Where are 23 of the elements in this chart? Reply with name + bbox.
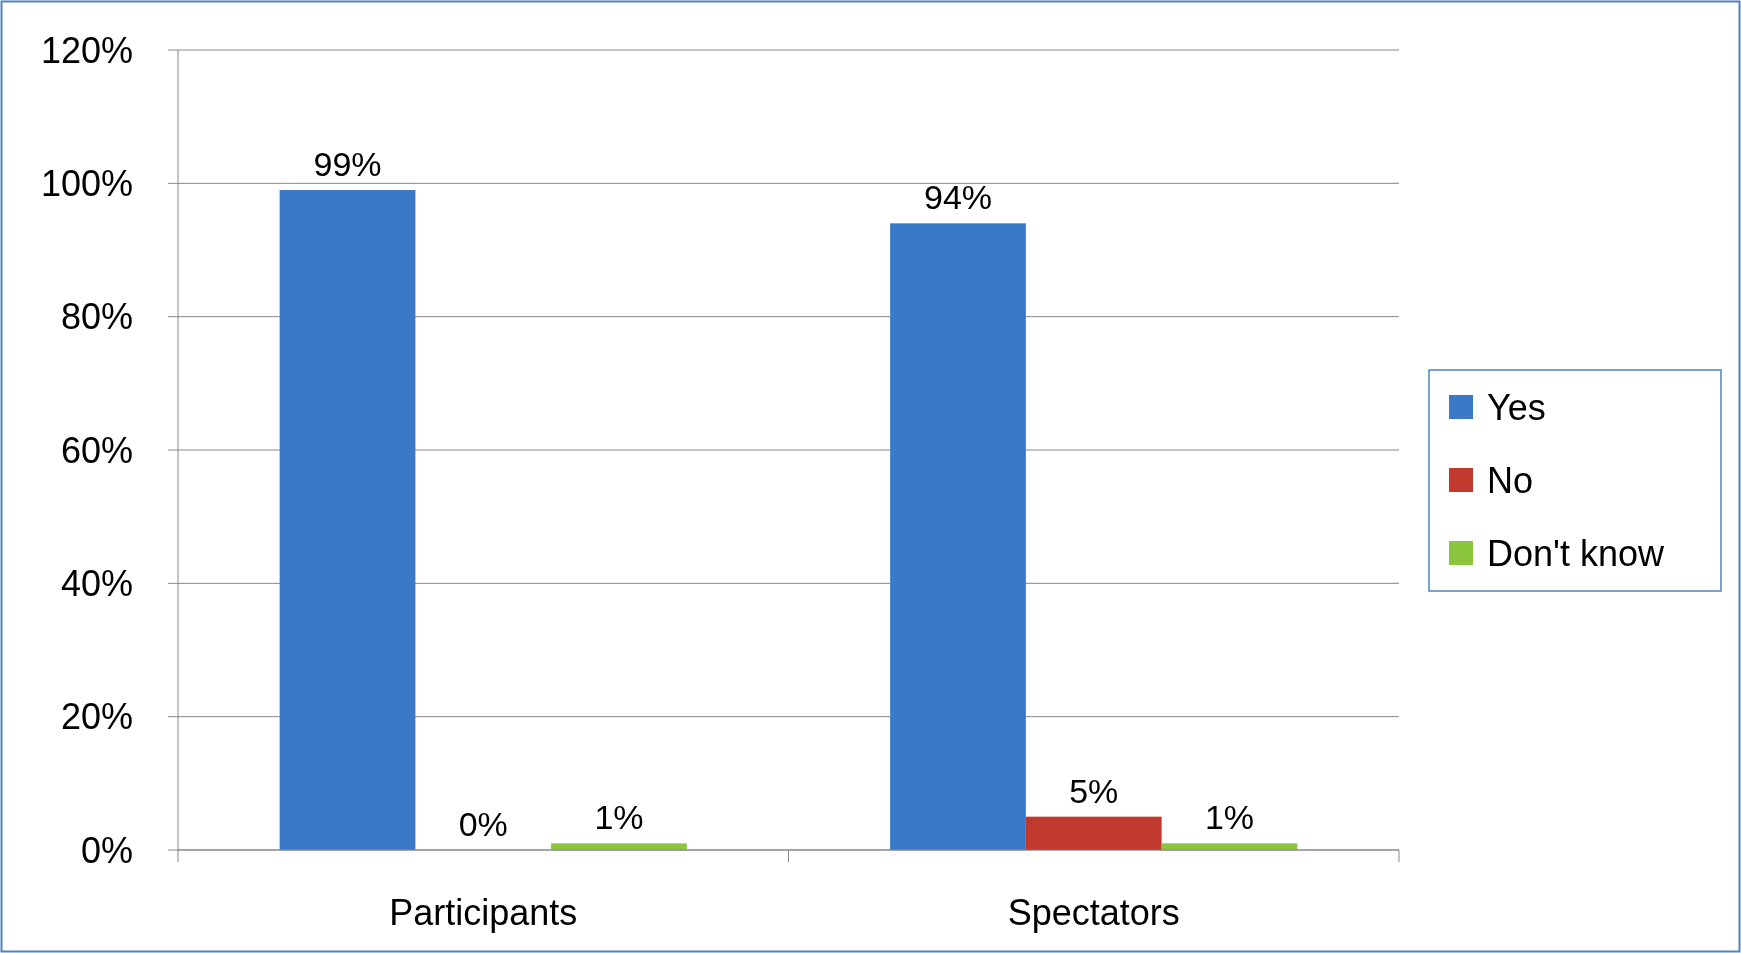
x-tick-label: Participants <box>389 892 578 933</box>
legend-label: Don't know <box>1487 532 1665 574</box>
legend-label: No <box>1487 459 1534 501</box>
legend-label: Yes <box>1487 386 1546 428</box>
y-tick-label: 60% <box>60 429 133 471</box>
x-tick-label: Spectators <box>1007 892 1180 933</box>
data-label: 1% <box>594 798 644 837</box>
bar <box>551 843 687 850</box>
data-label: 0% <box>458 805 508 843</box>
y-tick-label: 0% <box>80 829 133 871</box>
data-label: 1% <box>1204 798 1255 837</box>
data-label: 94% <box>923 178 993 217</box>
bar <box>890 223 1026 850</box>
y-tick-label: 20% <box>60 696 133 738</box>
y-tick-label: 40% <box>60 562 133 604</box>
bar <box>1025 816 1162 850</box>
data-label: 99% <box>313 145 382 183</box>
bar <box>279 190 416 850</box>
data-label: 5% <box>1069 771 1119 810</box>
y-tick-label: 120% <box>40 29 133 71</box>
bar <box>1161 843 1298 850</box>
y-tick-label: 100% <box>40 162 133 204</box>
y-tick-label: 80% <box>60 296 133 338</box>
